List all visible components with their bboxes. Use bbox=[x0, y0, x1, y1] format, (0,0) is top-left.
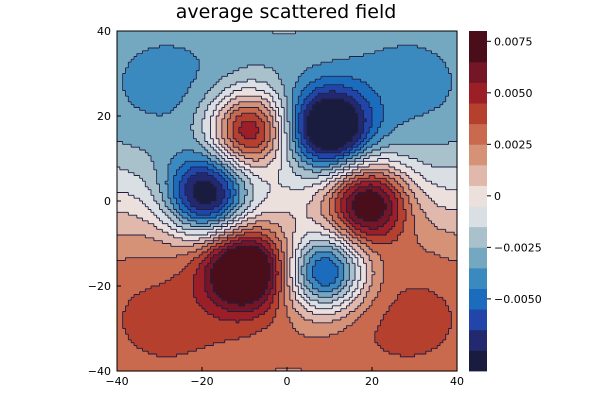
colorbar-band-7 bbox=[469, 206, 487, 228]
y-tick-label: 20 bbox=[97, 110, 111, 123]
colorbar-band-15 bbox=[469, 31, 487, 63]
contour-band-12 bbox=[122, 113, 452, 358]
x-tick-label: 0 bbox=[284, 375, 291, 388]
colorbar-tick-label: −0.0025 bbox=[494, 241, 542, 254]
y-tick-label: 40 bbox=[97, 25, 111, 38]
contour-band-1 bbox=[185, 90, 367, 211]
colorbar-band-2 bbox=[469, 309, 487, 331]
contour-band-11 bbox=[117, 107, 458, 372]
chart-title: average scattered field bbox=[176, 1, 397, 23]
contour-band-7 bbox=[117, 79, 458, 310]
contour-band-3 bbox=[173, 76, 384, 287]
colorbar-band-13 bbox=[469, 82, 487, 104]
contour-band-8 bbox=[117, 87, 458, 315]
y-tick-label: 0 bbox=[104, 195, 111, 208]
colorbar-tick-label: 0 bbox=[494, 190, 501, 203]
contour-band-6 bbox=[117, 31, 458, 304]
colorbar-band-8 bbox=[469, 185, 487, 207]
colorbar-tick-label: 0.0050 bbox=[494, 87, 533, 100]
y-tick-label: −40 bbox=[88, 365, 111, 378]
contour-band-10 bbox=[117, 101, 458, 372]
contour-band-2 bbox=[179, 84, 373, 216]
colorbar-band-6 bbox=[469, 226, 487, 248]
contour-band-4 bbox=[122, 45, 452, 293]
colorbar-band-1 bbox=[469, 329, 487, 351]
contour-band-0 bbox=[193, 99, 359, 205]
colorbar-tick-label: 0.0075 bbox=[494, 35, 533, 48]
x-tick-label: −40 bbox=[105, 375, 128, 388]
colorbar-tick-label: −0.0050 bbox=[494, 293, 542, 306]
colorbar-band-14 bbox=[469, 61, 487, 83]
contour-band-9 bbox=[117, 96, 458, 324]
colorbar-band-11 bbox=[469, 123, 487, 145]
colorbar-band-12 bbox=[469, 103, 487, 125]
colorbar-band-9 bbox=[469, 164, 487, 186]
contour-band-14 bbox=[204, 184, 393, 313]
y-tick-label: −20 bbox=[88, 280, 111, 293]
plot-area bbox=[117, 31, 458, 372]
colorbar: −0.0050 −0.0025 0 0.0025 0.0050 0.0075 bbox=[469, 31, 542, 372]
x-tick-label: 20 bbox=[365, 375, 379, 388]
colorbar-band-3 bbox=[469, 288, 487, 310]
contour-lines bbox=[117, 31, 457, 371]
x-tick-label: 40 bbox=[450, 375, 464, 388]
colorbar-band-4 bbox=[469, 267, 487, 289]
axes: −40 −20 0 20 40 −40 −20 0 20 40 bbox=[88, 25, 464, 388]
contour-band-13 bbox=[193, 121, 399, 324]
colorbar-band-10 bbox=[469, 144, 487, 166]
colorbar-band-0 bbox=[469, 350, 487, 372]
x-tick-label: −20 bbox=[190, 375, 213, 388]
colorbar-tick-label: 0.0025 bbox=[494, 138, 533, 151]
contour-band-15 bbox=[210, 189, 387, 307]
contour-band-5 bbox=[117, 31, 458, 298]
colorbar-band-5 bbox=[469, 247, 487, 269]
